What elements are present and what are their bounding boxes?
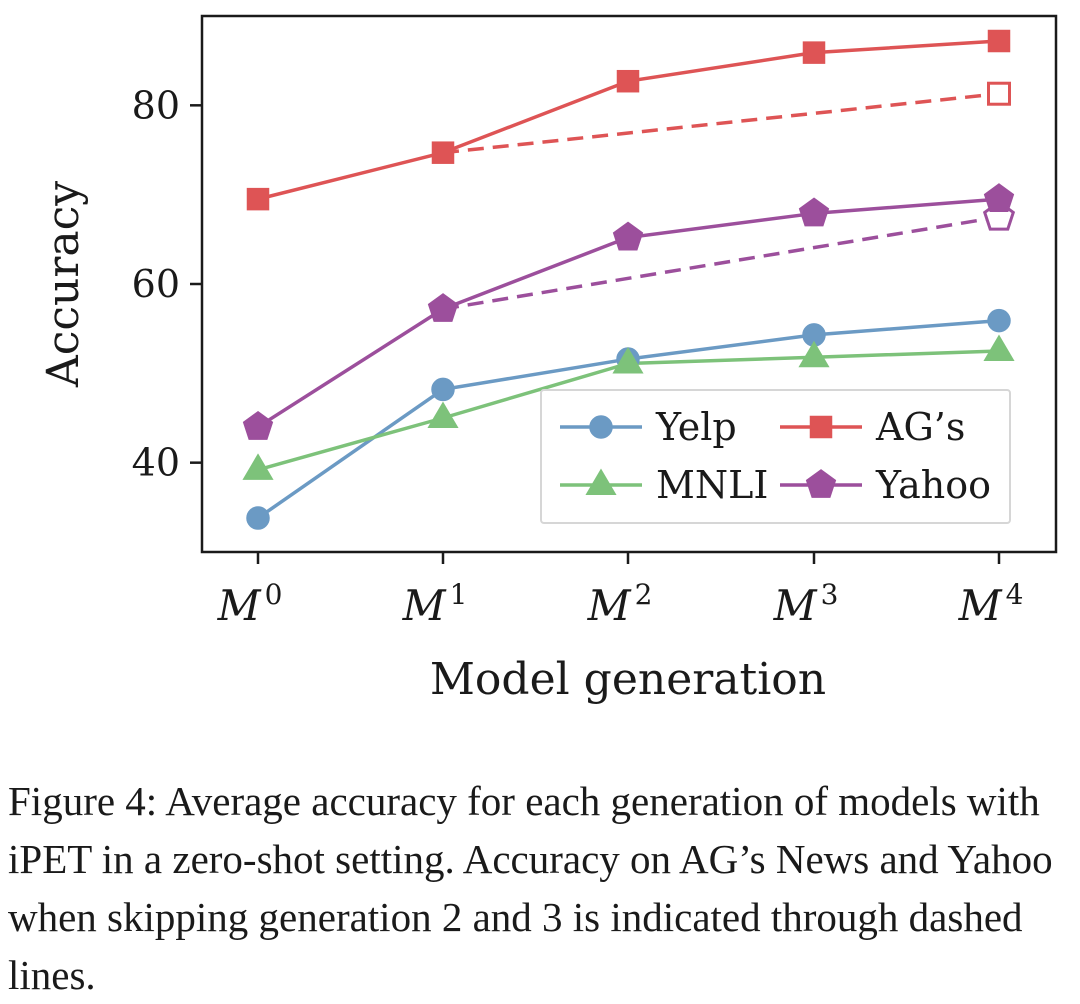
figure-caption: Figure 4: Average accuracy for each gene…	[8, 772, 1076, 1004]
y-tick-label: 80	[132, 83, 180, 127]
legend-label: AG’s	[875, 405, 965, 449]
legend-box	[540, 389, 1011, 524]
y-tick-label: 60	[132, 262, 180, 306]
dashed-line	[442, 91, 1000, 155]
dashed-lines	[442, 91, 1000, 311]
legend-marker	[805, 469, 837, 498]
legend-label: Yelp	[655, 405, 737, 449]
x-axis-title: Model generation	[430, 654, 826, 705]
data-point	[431, 377, 455, 402]
series-markers	[242, 29, 1016, 530]
data-point	[427, 401, 459, 429]
data-point	[983, 183, 1015, 213]
data-point	[983, 334, 1015, 362]
caption-text: Average accuracy for each generation of …	[8, 778, 1053, 998]
data-point	[431, 141, 455, 164]
data-point	[242, 453, 274, 480]
data-point	[246, 187, 270, 211]
data-point	[242, 410, 274, 440]
data-point	[987, 29, 1011, 53]
data-point	[987, 308, 1011, 333]
y-tick-label: 40	[132, 441, 180, 485]
data-point	[616, 69, 640, 93]
legend: Yelp AG’s MNLI Yahoo	[540, 389, 1011, 524]
y-axis: 40 60 80	[132, 83, 202, 485]
legend-label: MNLI	[656, 463, 768, 507]
y-axis-title: Accuracy	[38, 181, 89, 388]
legend-marker	[589, 415, 613, 439]
data-point	[798, 340, 830, 368]
legend-marker	[809, 415, 833, 439]
dashed-line	[442, 215, 1000, 311]
data-point	[427, 293, 459, 322]
caption-label: Figure 4:	[8, 778, 158, 824]
data-point	[246, 506, 270, 530]
dashed-end-marker	[987, 81, 1011, 106]
data-point	[802, 41, 826, 64]
legend-marker	[585, 468, 617, 496]
series-line	[257, 39, 1000, 201]
data-point	[612, 221, 644, 251]
data-point	[798, 197, 830, 227]
legend-label: Yahoo	[875, 463, 991, 507]
data-point	[612, 347, 644, 374]
